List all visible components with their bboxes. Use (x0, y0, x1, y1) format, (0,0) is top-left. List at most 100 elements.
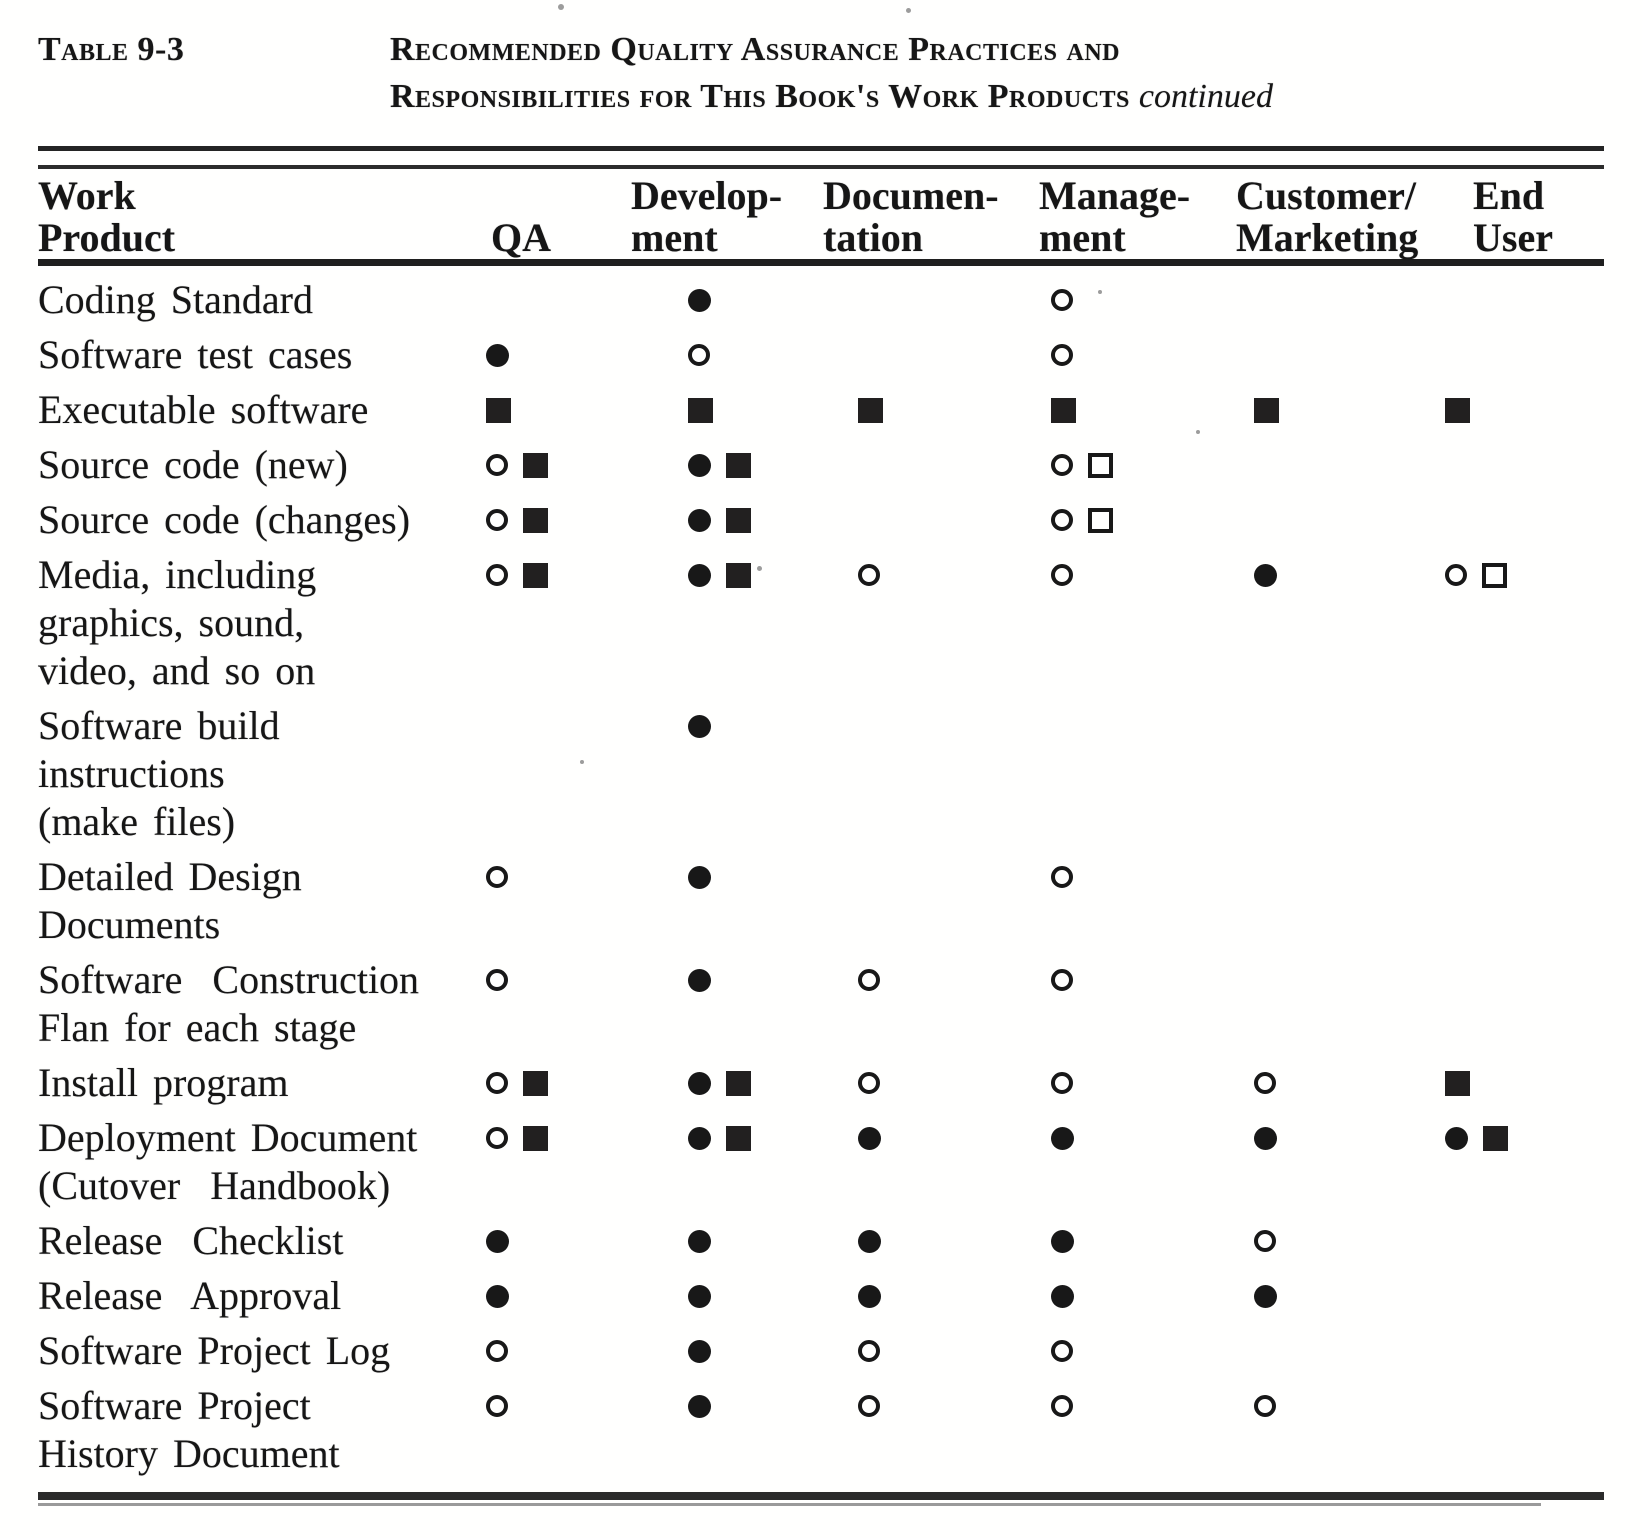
open-circle-icon (688, 344, 710, 366)
cell-end-user (1425, 551, 1604, 599)
cell-end-user (1425, 276, 1604, 324)
filled-square-icon (523, 1070, 548, 1096)
row-label-line: Deployment Document (38, 1115, 418, 1160)
column-header-development: Develop-ment (630, 175, 820, 259)
cell-qa (480, 441, 630, 489)
cell-management (1035, 331, 1230, 379)
open-circle-icon (1051, 564, 1073, 586)
cell-management (1035, 1217, 1230, 1265)
cell-end-user (1425, 1114, 1604, 1162)
table-row: Executable software (38, 386, 1604, 434)
cell-end-user (1425, 853, 1604, 901)
table-row: Software build instructions (make files) (38, 702, 1604, 846)
row-label-line: Source code (changes) (38, 497, 411, 542)
table-body: Coding Standard Software test cases Execut… (38, 276, 1604, 1478)
row-label-line: (make files) (38, 799, 236, 844)
row-label: Coding Standard (38, 276, 480, 324)
filled-square-icon (523, 452, 548, 478)
row-label-line: Release Checklist (38, 1218, 344, 1263)
cell-documentation (820, 1272, 1035, 1320)
open-circle-icon (1254, 1072, 1276, 1094)
filled-square-icon (523, 1125, 548, 1151)
table-row: Detailed Design Documents (38, 853, 1604, 949)
cell-end-user (1425, 1272, 1604, 1320)
cell-development (630, 702, 820, 750)
cell-qa (480, 551, 630, 599)
filled-square-icon (726, 1070, 751, 1096)
cell-development (630, 853, 820, 901)
filled-circle-icon (688, 508, 711, 532)
row-label: Release Checklist (38, 1217, 480, 1265)
column-header-line: ment (631, 215, 718, 260)
table-row: Coding Standard (38, 276, 1604, 324)
header-divider-rule (38, 259, 1604, 266)
cell-documentation (820, 276, 1035, 324)
column-header-line: End (1473, 173, 1545, 218)
row-label-line: (Cutover Handbook) (38, 1163, 391, 1208)
cell-documentation (820, 1327, 1035, 1375)
row-label: Release Approval (38, 1272, 480, 1320)
filled-circle-icon (688, 1394, 711, 1418)
row-label: Executable software (38, 386, 480, 434)
row-label-line: Detailed Design (38, 854, 302, 899)
open-square-icon (1482, 562, 1507, 588)
open-circle-icon (1051, 344, 1073, 366)
cell-management (1035, 551, 1230, 599)
column-header-line: tation (823, 215, 923, 260)
filled-square-icon (523, 562, 548, 588)
open-circle-icon (486, 454, 508, 476)
scan-speck (1098, 290, 1102, 294)
row-label-line: Software test cases (38, 332, 353, 377)
cell-end-user (1425, 1382, 1604, 1430)
column-header-documentation: Documen-tation (820, 175, 1035, 259)
open-circle-icon (858, 1395, 880, 1417)
open-circle-icon (1051, 969, 1073, 991)
cell-management (1035, 1327, 1230, 1375)
column-header-line: User (1473, 215, 1553, 260)
cell-documentation (820, 386, 1035, 434)
column-header-line: Product (38, 215, 176, 260)
open-circle-icon (1051, 1340, 1073, 1362)
row-label: Software test cases (38, 331, 480, 379)
row-label-line: Flan for each stage (38, 1005, 357, 1050)
filled-square-icon (486, 397, 511, 423)
scan-speck (580, 760, 584, 764)
cell-end-user (1425, 1327, 1604, 1375)
open-circle-icon (1051, 289, 1073, 311)
cell-customer-marketing (1230, 1059, 1425, 1107)
open-circle-icon (486, 1127, 508, 1149)
table-row: Release Approval (38, 1272, 1604, 1320)
cell-documentation (820, 331, 1035, 379)
row-label: Software Construction Flan for each stage (38, 956, 480, 1052)
cell-documentation (820, 1059, 1035, 1107)
cell-customer-marketing (1230, 956, 1425, 1004)
cell-documentation (820, 1114, 1035, 1162)
filled-circle-icon (1254, 1126, 1277, 1150)
row-label-line: Executable software (38, 387, 369, 432)
filled-circle-icon (688, 563, 711, 587)
row-label: Software Project History Document (38, 1382, 480, 1478)
row-label: Source code (new) (38, 441, 480, 489)
filled-circle-icon (1051, 1126, 1074, 1150)
cell-management (1035, 496, 1230, 544)
table-header-row: Work Product QA Develop-ment Documen-tation… (38, 169, 1604, 259)
filled-circle-icon (486, 1284, 509, 1308)
open-square-icon (1088, 452, 1113, 478)
cell-management (1035, 1272, 1230, 1320)
cell-qa (480, 496, 630, 544)
filled-square-icon (858, 397, 883, 423)
row-label: Install program (38, 1059, 480, 1107)
cell-end-user (1425, 702, 1604, 750)
filled-square-icon (1051, 397, 1076, 423)
cell-development (630, 276, 820, 324)
row-label-line: instructions (38, 751, 225, 796)
filled-square-icon (726, 507, 751, 533)
filled-square-icon (1445, 1070, 1470, 1096)
table-title-line1: Recommended Quality Assurance Practices … (390, 31, 1121, 68)
open-circle-icon (486, 969, 508, 991)
scan-speck (558, 4, 564, 10)
cell-management (1035, 276, 1230, 324)
row-label-line: Release Approval (38, 1273, 342, 1318)
cell-customer-marketing (1230, 276, 1425, 324)
